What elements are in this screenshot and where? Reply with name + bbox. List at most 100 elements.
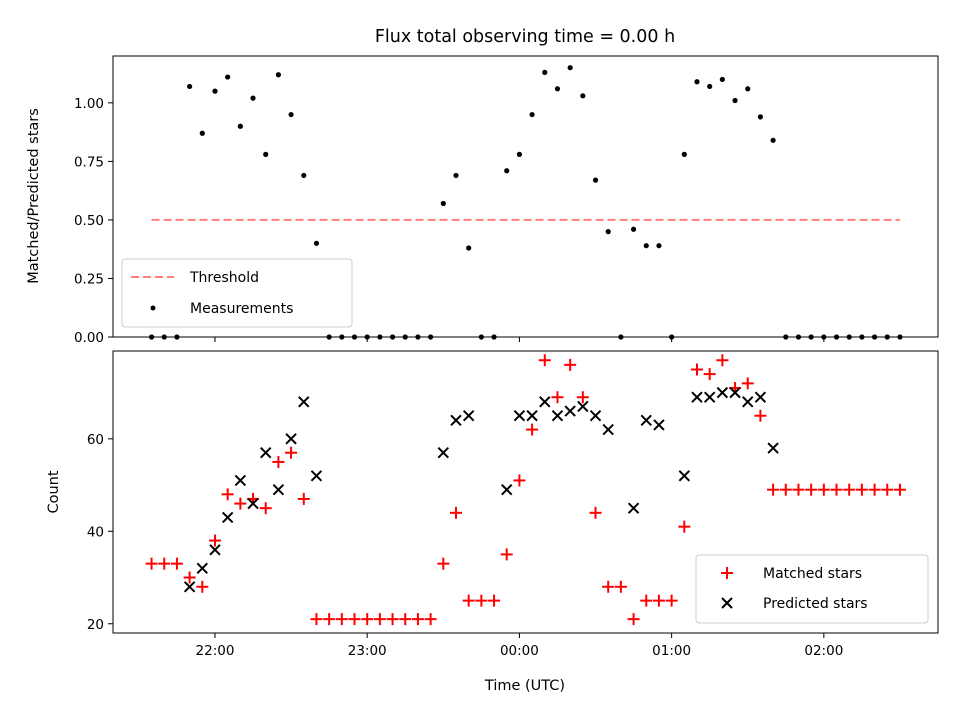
predicted-star-point: [729, 386, 741, 399]
top-legend: Threshold Measurements: [121, 258, 353, 328]
matched-star-point: [221, 488, 234, 501]
predicted-star-point: [564, 405, 576, 417]
predicted-star-point: [310, 470, 323, 482]
predicted-star-point: [462, 410, 475, 422]
measurement-point: [745, 86, 751, 92]
matched-star-point: [462, 594, 475, 607]
matched-star-point: [411, 613, 424, 626]
measurement-point: [504, 168, 510, 174]
predicted-star-point: [234, 474, 247, 487]
matched-star-point: [170, 557, 183, 570]
bottom-y-tick-label: 20: [87, 617, 104, 633]
legend-predicted-label: Predicted stars: [763, 596, 868, 612]
matched-star-point: [843, 483, 856, 496]
legend-threshold-label: Threshold: [189, 270, 259, 286]
predicted-star-point: [703, 391, 716, 403]
measurement-point: [770, 137, 776, 143]
matched-star-point: [437, 557, 450, 570]
bottom-panel: 20 40 60 22:00 23:00 00:00 01:00 02:00 Count T…: [46, 350, 939, 694]
matched-star-point: [399, 613, 412, 626]
measurement-point: [440, 200, 446, 207]
measurement-point: [592, 177, 599, 183]
measurement-point: [681, 151, 687, 157]
measurement-point: [453, 172, 459, 179]
top-y-tick-label: 0.75: [74, 154, 104, 170]
matched-star-point: [665, 594, 678, 607]
measurement-point: [605, 229, 611, 235]
matched-star-point: [500, 548, 513, 561]
matched-star-point: [373, 613, 386, 626]
predicted-star-point: [754, 391, 767, 403]
predicted-star-point: [209, 544, 221, 556]
measurement-point: [313, 240, 320, 246]
matched-star-point: [652, 594, 665, 607]
matched-star-point: [564, 358, 577, 371]
bottom-x-tick-label: 02:00: [804, 643, 843, 659]
measurement-point: [212, 88, 218, 94]
matched-star-point: [348, 613, 361, 626]
matched-star-point: [589, 506, 602, 519]
matched-star-point: [690, 363, 703, 376]
matched-star-point: [779, 483, 792, 496]
matched-star-point: [551, 391, 564, 404]
measurement-point: [719, 76, 725, 83]
matched-star-point: [158, 557, 171, 570]
predicted-star-point: [640, 414, 652, 427]
top-y-tick-label: 0.50: [74, 213, 104, 229]
matched-star-point: [323, 613, 336, 626]
legend-measurements-label: Measurements: [190, 301, 293, 317]
top-y-tick-label: 1.00: [74, 96, 104, 112]
matched-star-point: [513, 474, 526, 487]
matched-star-point: [297, 492, 310, 505]
top-y-axis-label: Matched/Predicted stars: [26, 108, 42, 284]
matched-star-point: [424, 613, 437, 626]
measurement-point: [466, 245, 472, 251]
measurement-point: [580, 93, 586, 99]
top-legend-box: [121, 258, 353, 328]
measurement-point: [199, 130, 205, 136]
matched-star-point: [703, 368, 716, 381]
legend-matched-swatch: [721, 567, 733, 579]
measurement-point: [554, 86, 561, 92]
bottom-legend: Matched stars Predicted stars: [695, 554, 929, 624]
matched-star-point: [805, 483, 818, 496]
top-y-ticks: 0.00 0.25 0.50 0.75 1.00: [74, 96, 113, 346]
top-axes-frame: [112, 55, 939, 338]
measurement-point: [732, 97, 738, 104]
matched-star-point: [272, 455, 285, 468]
predicted-star-point: [577, 400, 589, 413]
predicted-star-point: [221, 511, 234, 524]
predicted-star-point: [260, 446, 272, 459]
measurement-point: [250, 95, 256, 101]
matched-star-point: [475, 594, 488, 607]
matched-star-point: [868, 483, 881, 496]
predicted-star-point: [767, 442, 779, 454]
matched-star-point: [614, 580, 627, 593]
predicted-star-point: [437, 446, 450, 459]
measurement-point: [707, 83, 713, 90]
matched-star-point: [678, 520, 691, 533]
measurement-point: [187, 83, 193, 90]
predicted-star-point: [589, 410, 602, 422]
measurement-point: [529, 111, 535, 118]
predicted-star-point: [716, 386, 729, 399]
legend-predicted-swatch: [721, 597, 733, 609]
x-axis-label: Time (UTC): [484, 678, 565, 694]
bottom-y-axis-label: Count: [46, 470, 62, 513]
predicted-star-point: [247, 497, 259, 510]
measurement-point: [656, 243, 662, 249]
matched-star-point: [767, 483, 780, 496]
measurement-point: [301, 172, 307, 179]
bottom-x-tick-label: 01:00: [652, 643, 691, 659]
matched-star-point: [145, 557, 158, 570]
matched-star-point: [893, 483, 906, 496]
predicted-star-point: [551, 410, 564, 422]
matched-star-point: [716, 354, 729, 367]
predicted-star-point: [602, 423, 614, 436]
bottom-y-ticks: 20 40 60: [87, 432, 113, 633]
legend-matched-label: Matched stars: [763, 566, 862, 582]
predicted-star-point: [183, 581, 196, 593]
matched-star-point: [741, 377, 754, 390]
legend-measurements-swatch: [150, 305, 156, 311]
